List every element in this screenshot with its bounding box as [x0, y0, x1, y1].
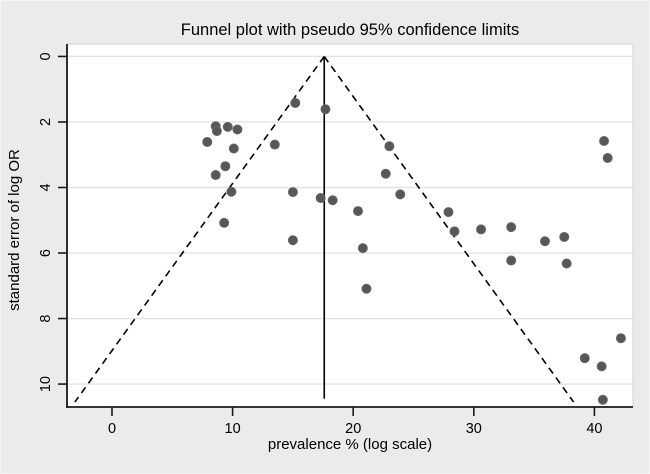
data-point [290, 97, 301, 108]
data-point [228, 143, 239, 154]
y-tick-label: 0 [38, 52, 54, 60]
data-point [443, 207, 454, 218]
data-point [361, 283, 372, 294]
data-point [320, 104, 331, 115]
y-tick-label: 6 [38, 249, 54, 257]
data-point [380, 168, 391, 179]
data-point [226, 186, 237, 197]
x-tick-label: 20 [345, 421, 361, 437]
scatter-points [202, 97, 626, 405]
y-axis-ticks: 0 2 4 6 8 10 [38, 52, 67, 392]
data-point [559, 231, 570, 242]
gridlines [67, 55, 633, 385]
data-point [287, 187, 298, 198]
data-point [579, 353, 590, 364]
x-tick-label: 40 [586, 421, 602, 437]
data-point [232, 124, 243, 135]
plot-area [67, 44, 633, 407]
data-point [220, 161, 231, 172]
data-point [395, 189, 406, 200]
data-point [597, 394, 608, 405]
data-point [599, 135, 610, 146]
data-point [384, 141, 395, 152]
data-point [327, 195, 338, 206]
data-point [596, 361, 607, 372]
x-tick-label: 30 [466, 421, 482, 437]
x-tick-label: 0 [108, 421, 116, 437]
axes [66, 44, 633, 408]
data-point [449, 226, 460, 237]
data-point [615, 333, 626, 344]
data-point [222, 121, 233, 132]
plot-frame [67, 43, 634, 407]
y-axis-title: standard error of log OR [6, 149, 23, 311]
data-point [202, 136, 213, 147]
x-axis-ticks: 0 10 20 30 40 [108, 407, 602, 437]
data-point [210, 170, 221, 181]
data-point [287, 235, 298, 246]
data-point [561, 258, 572, 269]
data-point [211, 126, 222, 137]
data-point [353, 206, 364, 217]
data-point [476, 224, 487, 235]
chart-title: Funnel plot with pseudo 95% confidence l… [181, 21, 519, 39]
y-tick-label: 8 [38, 315, 54, 323]
x-tick-label: 10 [225, 421, 241, 437]
data-point [539, 236, 550, 247]
data-point [506, 222, 517, 233]
data-point [219, 217, 230, 228]
data-point [357, 243, 368, 254]
y-tick-label: 4 [38, 183, 54, 191]
y-tick-label: 2 [38, 118, 54, 126]
data-point [269, 139, 280, 150]
y-tick-label: 10 [38, 376, 54, 392]
data-point [506, 255, 517, 266]
x-axis-title: prevalence % (log scale) [268, 436, 432, 453]
data-point [315, 192, 326, 203]
data-point [602, 153, 613, 164]
